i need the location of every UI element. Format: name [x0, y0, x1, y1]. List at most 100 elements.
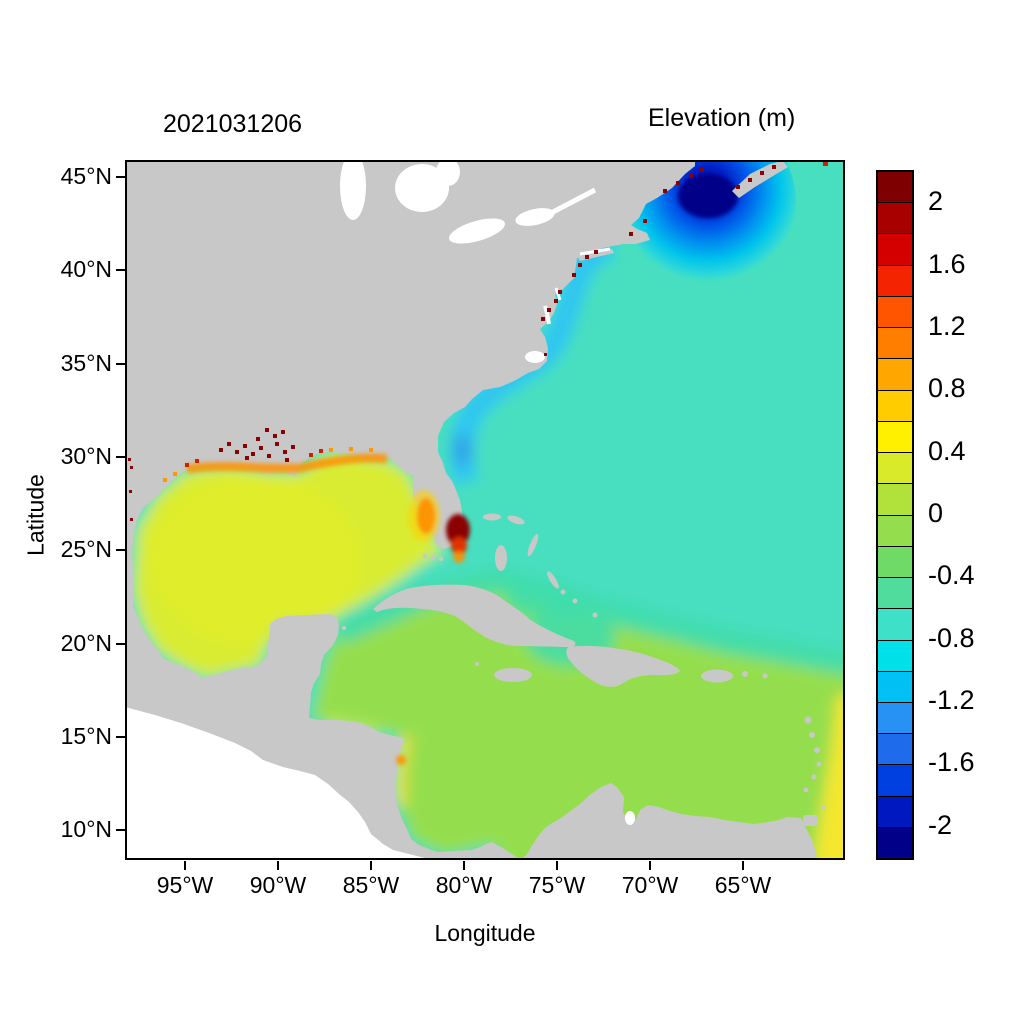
georgian-bay: [436, 160, 460, 186]
y-tick-label: 40°N: [60, 256, 112, 283]
y-axis-title: Latitude: [22, 474, 49, 556]
x-tick-label: 70°W: [621, 872, 679, 898]
antilles-grenada: [803, 787, 809, 793]
coastal-surge-anomalies: [186, 453, 470, 765]
x-tick-mark: [742, 861, 744, 870]
x-tick-label: 75°W: [528, 872, 586, 898]
x-tick-label: 90°W: [249, 872, 307, 898]
x-axis-title: Longitude: [434, 920, 536, 946]
north-gulf-coast-orange-band: [186, 453, 388, 474]
pamlico-sound: [525, 351, 545, 363]
colorbar-segment: [878, 452, 912, 484]
colorbar-segment: [878, 264, 912, 296]
y-tick-label: 20°N: [60, 629, 112, 656]
puerto-rico-land: [701, 669, 733, 683]
y-tick-label: 30°N: [60, 442, 112, 469]
colorbar-segment: [878, 545, 912, 578]
colorbar-segment: [878, 670, 912, 702]
colorbar-segment: [878, 514, 912, 546]
tobago-island: [821, 806, 825, 810]
x-tick-label: 95°W: [156, 872, 214, 898]
hispaniola-land: [566, 645, 680, 687]
bahamas-long-island: [547, 571, 559, 589]
lake-ontario: [515, 208, 555, 226]
colorbar-tick-label: 0.4: [928, 435, 966, 466]
colorbar-segment: [878, 701, 912, 734]
x-tick-mark: [463, 861, 465, 870]
jamaica-land: [494, 668, 532, 682]
colorbar-segment: [878, 483, 912, 515]
antilles-dominica: [809, 732, 815, 738]
colorbar-segment: [878, 172, 912, 203]
bahamas-cay-2: [572, 598, 578, 604]
surge-speckles: [128, 161, 828, 521]
lake-huron: [395, 164, 449, 212]
trinidad-island: [803, 815, 818, 826]
se-yellow-strip: [814, 695, 845, 860]
y-tick-mark: [116, 455, 125, 458]
antilles-2: [762, 673, 768, 679]
colorbar-tick-label: 2: [928, 186, 944, 217]
colorbar-segment: [878, 795, 912, 827]
bahamas-abaco: [507, 515, 525, 525]
colorbar-segment: [878, 295, 912, 328]
lake-erie: [448, 218, 506, 244]
y-tick-mark: [116, 549, 125, 552]
bahamas-cay-1: [560, 589, 566, 595]
georgia-blue-spot: [452, 434, 472, 466]
colorbar-tick-label: -1.2: [928, 685, 975, 716]
colorbar-tick-label: 0: [928, 498, 944, 528]
se-florida-surge-orange: [453, 551, 465, 563]
land-masses: [125, 160, 825, 860]
antilles-guadeloupe: [804, 716, 812, 724]
lake-maracaibo: [625, 811, 635, 825]
colorbar-segment: [878, 608, 912, 640]
florida-keys-2: [431, 556, 435, 560]
west-florida-orange-patch: [417, 498, 435, 534]
florida-keys-3: [439, 557, 443, 561]
plot-timestamp: 2021031206: [163, 110, 303, 138]
bahamas-eleuthera: [527, 533, 539, 557]
florida-keys-1: [423, 554, 427, 558]
y-tick-mark: [116, 269, 125, 272]
colorbar-segment: [878, 826, 912, 859]
turks-caicos: [592, 612, 598, 618]
colorbar-tick-label: 1.2: [928, 310, 966, 341]
antilles-martinique: [814, 747, 820, 753]
colorbar-segment: [878, 327, 912, 359]
x-tick-label: 65°W: [714, 872, 772, 898]
y-tick-label: 10°N: [60, 816, 112, 843]
cayman-island: [475, 662, 479, 666]
y-tick-label: 45°N: [60, 163, 112, 189]
y-tick-mark: [116, 642, 125, 645]
colorbar-segment: [878, 764, 912, 796]
antilles-st-lucia: [816, 761, 822, 767]
antilles-st-vincent: [811, 774, 817, 780]
nicaragua-orange-spot: [396, 755, 406, 765]
colorbar-segment: [878, 639, 912, 671]
bahamas-teal-patch: [505, 580, 585, 620]
se-florida-surge-darkred: [446, 514, 470, 546]
colorbar-segment: [878, 577, 912, 609]
x-tick-label: 85°W: [342, 872, 400, 898]
y-tick-label: 15°N: [60, 722, 112, 749]
colorbar-tick-label: -0.8: [928, 622, 975, 653]
colorbar-segment: [878, 420, 912, 453]
y-tick-mark: [116, 735, 125, 738]
antilles-1: [742, 671, 748, 677]
x-tick-mark: [184, 861, 186, 870]
cuba-land: [373, 584, 576, 647]
colorbar-tick-label: 1.6: [928, 248, 966, 279]
lakes-and-bays: [340, 160, 635, 825]
colorbar-tick-label: 0.8: [928, 373, 966, 404]
colorbar-gradient: [878, 172, 912, 859]
x-tick-mark: [649, 861, 651, 870]
x-tick-mark: [370, 861, 372, 870]
y-tick-mark: [116, 362, 125, 365]
y-tick-label: 25°N: [60, 536, 112, 563]
y-tick-label: 35°N: [60, 349, 112, 376]
colorbar-tick-label: -0.4: [928, 560, 975, 591]
colorbar-segment: [878, 233, 912, 265]
cozumel-island: [342, 626, 346, 630]
